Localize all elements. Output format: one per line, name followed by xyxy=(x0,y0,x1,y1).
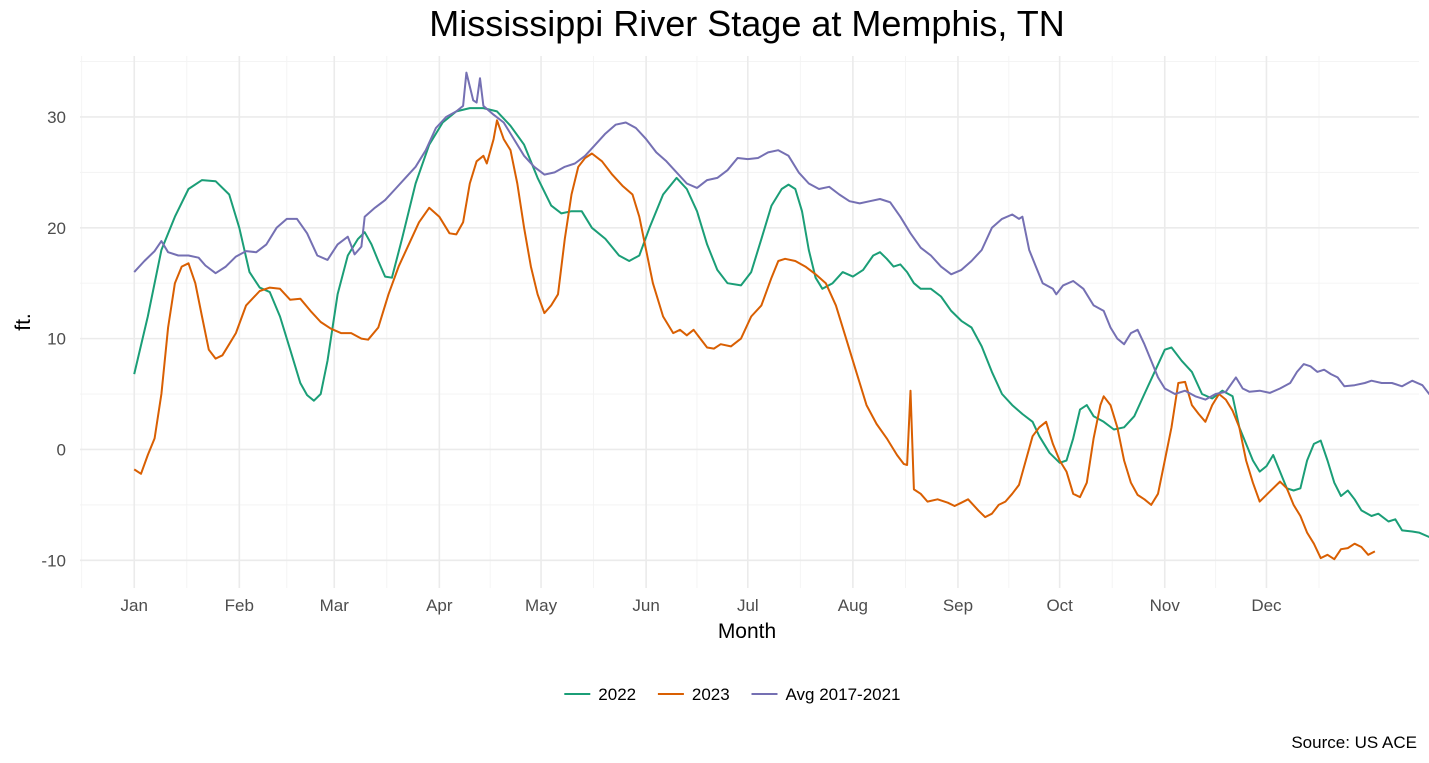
legend-label: 2023 xyxy=(692,685,730,704)
x-tick-label: Feb xyxy=(225,596,254,615)
y-axis-title: ft. xyxy=(12,313,35,331)
x-tick-label: Aug xyxy=(838,596,868,615)
x-tick-label: Jun xyxy=(632,596,659,615)
y-tick-label: -10 xyxy=(41,551,66,570)
x-tick-label: Sep xyxy=(943,596,973,615)
data-lines xyxy=(133,71,1429,561)
x-axis-title: Month xyxy=(718,620,776,643)
y-tick-label: 10 xyxy=(47,330,66,349)
y-tick-label: 0 xyxy=(57,440,66,459)
x-tick-label: Nov xyxy=(1150,596,1181,615)
x-tick-label: May xyxy=(525,596,558,615)
legend: 2022 2023 Avg 2017-2021 xyxy=(564,685,901,704)
x-tick-label: Apr xyxy=(426,596,453,615)
legend-label: 2022 xyxy=(598,685,636,704)
x-tick-label: Dec xyxy=(1251,596,1282,615)
y-tick-label: 20 xyxy=(47,219,66,238)
x-tick-label: Oct xyxy=(1046,596,1073,615)
series-line xyxy=(133,71,1429,401)
x-axis-ticks: Jan Feb Mar Apr May Jun Jul Aug Sep Oct Nov Dec xyxy=(121,596,1283,615)
x-tick-label: Jan xyxy=(121,596,148,615)
source-caption: Source: US ACE xyxy=(1291,733,1417,752)
series-line xyxy=(133,119,1376,561)
x-tick-label: Mar xyxy=(320,596,350,615)
chart-title: Mississippi River Stage at Memphis, TN xyxy=(429,3,1065,44)
x-tick-label: Jul xyxy=(737,596,759,615)
series-line xyxy=(133,107,1429,538)
y-tick-label: 30 xyxy=(47,108,66,127)
legend-label: Avg 2017-2021 xyxy=(786,685,901,704)
y-axis-ticks: -10 0 10 20 30 xyxy=(41,108,66,570)
